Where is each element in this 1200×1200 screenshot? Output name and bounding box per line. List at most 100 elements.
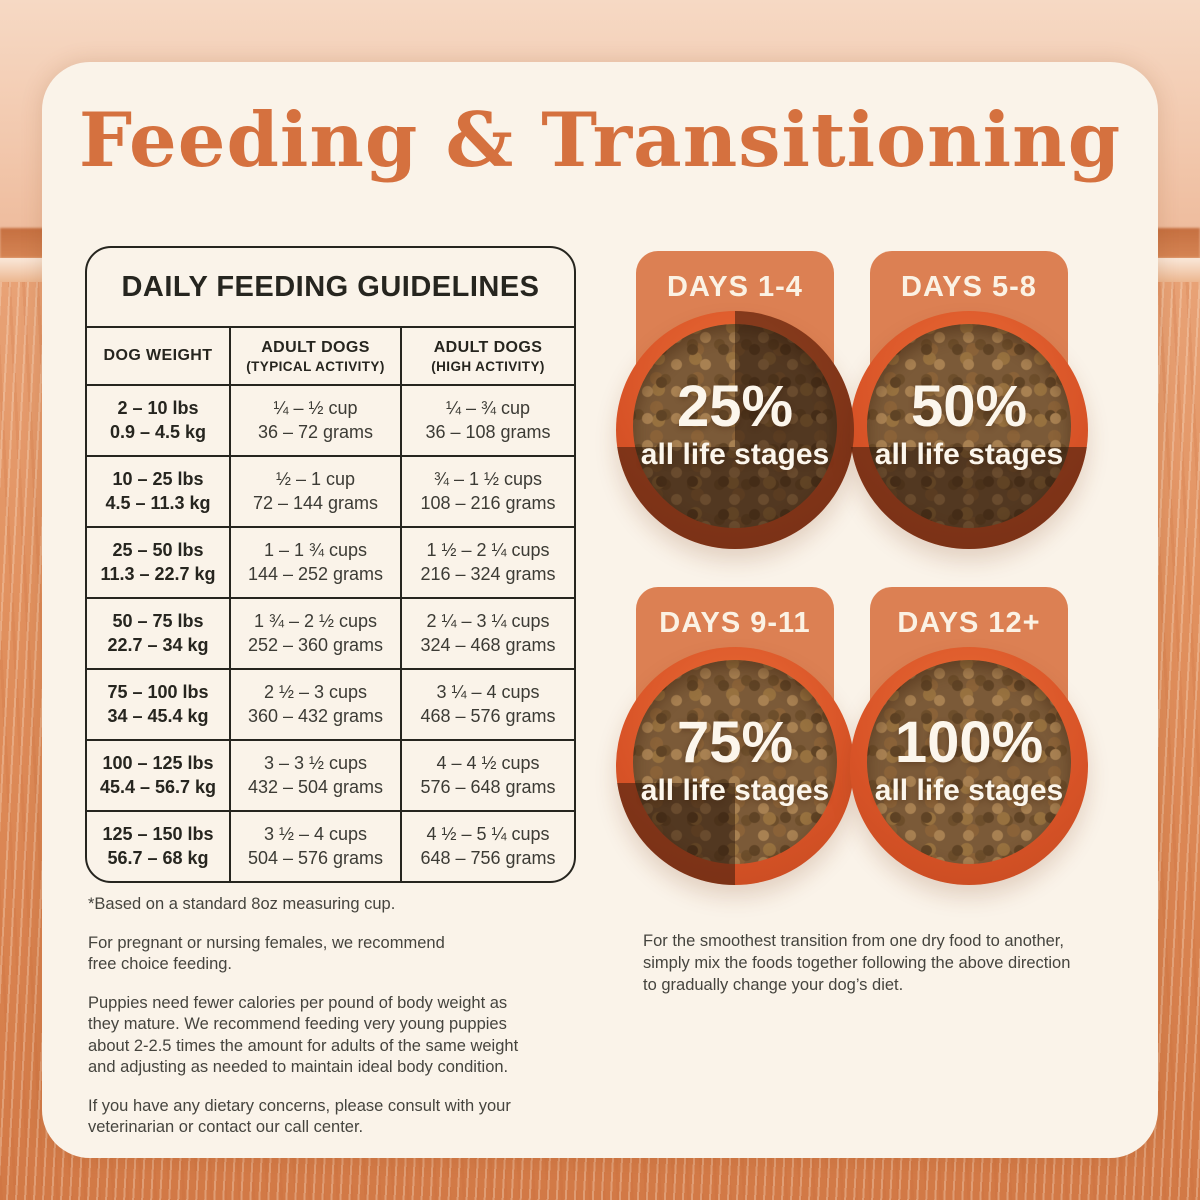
cell-line: 56.7 – 68 kg bbox=[107, 847, 209, 868]
note-line: veterinarian or contact our call center. bbox=[88, 1118, 364, 1136]
cell-line: 2 ¼ – 3 ¼ cups bbox=[426, 610, 550, 631]
cell-line: 648 – 756 grams bbox=[420, 847, 556, 868]
kibble-bowl: 75% all life stages bbox=[616, 647, 854, 885]
puppies-note: Puppies need fewer calories per pound of… bbox=[88, 993, 600, 1079]
column-sublabel: (HIGH ACTIVITY) bbox=[431, 358, 545, 374]
column-label: DOG WEIGHT bbox=[103, 347, 213, 365]
cell-line: 22.7 – 34 kg bbox=[107, 634, 209, 655]
column-label: ADULT DOGS bbox=[261, 338, 370, 356]
stage-ratio: 25% all life stages bbox=[616, 377, 854, 471]
cell-high: ¼ – ¾ cup 36 – 108 grams bbox=[400, 386, 574, 455]
cell-line: 360 – 432 grams bbox=[247, 705, 384, 726]
cell-line: 3 ¼ – 4 cups bbox=[436, 681, 540, 702]
cell-typical: 2 ½ – 3 cups 360 – 432 grams bbox=[229, 670, 400, 739]
note-line: Puppies need fewer calories per pound of… bbox=[88, 993, 508, 1012]
cell-line: 50 – 75 lbs bbox=[112, 610, 204, 631]
note-line: they mature. We recommend feeding very y… bbox=[88, 1015, 507, 1033]
cell-high: 4 ½ – 5 ¼ cups 648 – 756 grams bbox=[400, 812, 574, 881]
cell-line: 2 ½ – 3 cups bbox=[263, 681, 368, 702]
cell-line: 4 ½ – 5 ¼ cups bbox=[426, 823, 550, 844]
cell-line: 252 – 360 grams bbox=[247, 634, 384, 655]
table-header-row: DOG WEIGHT ADULT DOGS (TYPICAL ACTIVITY)… bbox=[87, 328, 574, 384]
table-title: DAILY FEEDING GUIDELINES bbox=[87, 248, 574, 328]
note-line: For pregnant or nursing females, we reco… bbox=[88, 933, 445, 952]
cell-typical: 3 ½ – 4 cups 504 – 576 grams bbox=[229, 812, 400, 881]
cell-typical: 1 – 1 ¾ cups 144 – 252 grams bbox=[229, 528, 400, 597]
cell-high: 3 ¼ – 4 cups 468 – 576 grams bbox=[400, 670, 574, 739]
cell-line: 216 – 324 grams bbox=[420, 563, 556, 584]
table-row: 100 – 125 lbs 45.4 – 56.7 kg 3 – 3 ½ cups… bbox=[87, 739, 574, 810]
transition-instructions: For the smoothest transition from one dr… bbox=[643, 930, 1159, 996]
stage-percent: 100% bbox=[894, 710, 1044, 775]
cell-line: 1 ½ – 2 ¼ cups bbox=[426, 539, 550, 560]
table-row: 50 – 75 lbs 22.7 – 34 kg 1 ¾ – 2 ½ cups 25… bbox=[87, 597, 574, 668]
feeding-notes: *Based on a standard 8oz measuring cup. … bbox=[88, 894, 600, 1156]
cell-weight: 10 – 25 lbs 4.5 – 11.3 kg bbox=[87, 457, 229, 526]
cell-line: 0.9 – 4.5 kg bbox=[109, 421, 207, 442]
content-card: Feeding & Transitioning DAILY FEEDING GU… bbox=[42, 62, 1158, 1158]
dietary-concerns-note: If you have any dietary concerns, please… bbox=[88, 1096, 600, 1139]
page-title: Feeding & Transitioning bbox=[78, 96, 1122, 184]
cell-typical: 1 ¾ – 2 ½ cups 252 – 360 grams bbox=[229, 599, 400, 668]
cell-line: 576 – 648 grams bbox=[420, 776, 556, 797]
old-food-shade bbox=[616, 446, 854, 549]
stage-days-label: DAYS 5-8 bbox=[901, 271, 1037, 303]
note-line: free choice feeding. bbox=[88, 955, 233, 973]
cell-line: 45.4 – 56.7 kg bbox=[99, 776, 217, 797]
cell-line: 144 – 252 grams bbox=[247, 563, 384, 584]
cell-typical: 3 – 3 ½ cups 432 – 504 grams bbox=[229, 741, 400, 810]
cell-high: 2 ¼ – 3 ¼ cups 324 – 468 grams bbox=[400, 599, 574, 668]
note-line: about 2-2.5 times the amount for adults … bbox=[88, 1036, 519, 1055]
cell-line: 75 – 100 lbs bbox=[107, 681, 209, 702]
cell-line: 125 – 150 lbs bbox=[102, 823, 214, 844]
cell-weight: 125 – 150 lbs 56.7 – 68 kg bbox=[87, 812, 229, 881]
cell-line: 504 – 576 grams bbox=[247, 847, 384, 868]
stage-percent: 75% bbox=[676, 710, 794, 775]
feeding-guidelines-table: DAILY FEEDING GUIDELINES DOG WEIGHT ADUL… bbox=[85, 246, 576, 883]
cell-line: 432 – 504 grams bbox=[247, 776, 384, 797]
cell-line: 100 – 125 lbs bbox=[102, 752, 214, 773]
stage-days-label: DAYS 1-4 bbox=[667, 271, 803, 303]
cell-typical: ¼ – ½ cup 36 – 72 grams bbox=[229, 386, 400, 455]
old-food-shade bbox=[735, 311, 854, 447]
cell-line: 4 – 4 ½ cups bbox=[436, 752, 540, 773]
cell-line: ½ – 1 cup bbox=[275, 468, 356, 489]
cell-typical: ½ – 1 cup 72 – 144 grams bbox=[229, 457, 400, 526]
kibble-bowl: 25% all life stages bbox=[616, 311, 854, 549]
cell-line: 36 – 108 grams bbox=[425, 421, 551, 442]
table-row: 75 – 100 lbs 34 – 45.4 kg 2 ½ – 3 cups 360… bbox=[87, 668, 574, 739]
cell-high: ¾ – 1 ½ cups 108 – 216 grams bbox=[400, 457, 574, 526]
cell-line: 1 ¾ – 2 ½ cups bbox=[253, 610, 378, 631]
stage-food-label: all life stages bbox=[640, 774, 830, 807]
old-food-shade bbox=[850, 446, 1088, 549]
stage-days-label: DAYS 12+ bbox=[897, 607, 1041, 639]
cell-weight: 50 – 75 lbs 22.7 – 34 kg bbox=[87, 599, 229, 668]
note-line: If you have any dietary concerns, please… bbox=[88, 1096, 511, 1115]
pregnant-females-note: For pregnant or nursing females, we reco… bbox=[88, 933, 600, 976]
stage-days-label: DAYS 9-11 bbox=[659, 607, 811, 639]
stage-percent: 25% bbox=[676, 374, 794, 439]
cell-line: 1 – 1 ¾ cups bbox=[263, 539, 368, 560]
cell-line: 4.5 – 11.3 kg bbox=[105, 492, 211, 513]
transition-stage-days-9-11: DAYS 9-11 75% all life stages bbox=[605, 579, 865, 909]
old-food-shade bbox=[616, 782, 735, 885]
transition-stage-days-5-8: DAYS 5-8 50% all life stages bbox=[839, 243, 1099, 573]
cell-line: 108 – 216 grams bbox=[420, 492, 556, 513]
cell-weight: 25 – 50 lbs 11.3 – 22.7 kg bbox=[87, 528, 229, 597]
cell-line: 25 – 50 lbs bbox=[112, 539, 204, 560]
note-line: For the smoothest transition from one dr… bbox=[643, 932, 1064, 950]
stage-ratio: 50% all life stages bbox=[850, 377, 1088, 471]
cell-line: 11.3 – 22.7 kg bbox=[100, 563, 216, 584]
column-header-high: ADULT DOGS (HIGH ACTIVITY) bbox=[400, 328, 574, 384]
cell-line: ¼ – ¾ cup bbox=[445, 397, 531, 418]
kibble-bowl: 100% all life stages bbox=[850, 647, 1088, 885]
column-sublabel: (TYPICAL ACTIVITY) bbox=[246, 358, 385, 374]
cell-weight: 2 – 10 lbs 0.9 – 4.5 kg bbox=[87, 386, 229, 455]
column-label: ADULT DOGS bbox=[433, 338, 543, 356]
stage-percent: 50% bbox=[910, 374, 1028, 439]
table-row: 10 – 25 lbs 4.5 – 11.3 kg ½ – 1 cup 72 – 1… bbox=[87, 455, 574, 526]
column-header-typical: ADULT DOGS (TYPICAL ACTIVITY) bbox=[229, 328, 400, 384]
cell-line: 34 – 45.4 kg bbox=[107, 705, 209, 726]
note-line: simply mix the foods together following … bbox=[643, 954, 1071, 972]
stage-food-label: all life stages bbox=[874, 774, 1064, 807]
